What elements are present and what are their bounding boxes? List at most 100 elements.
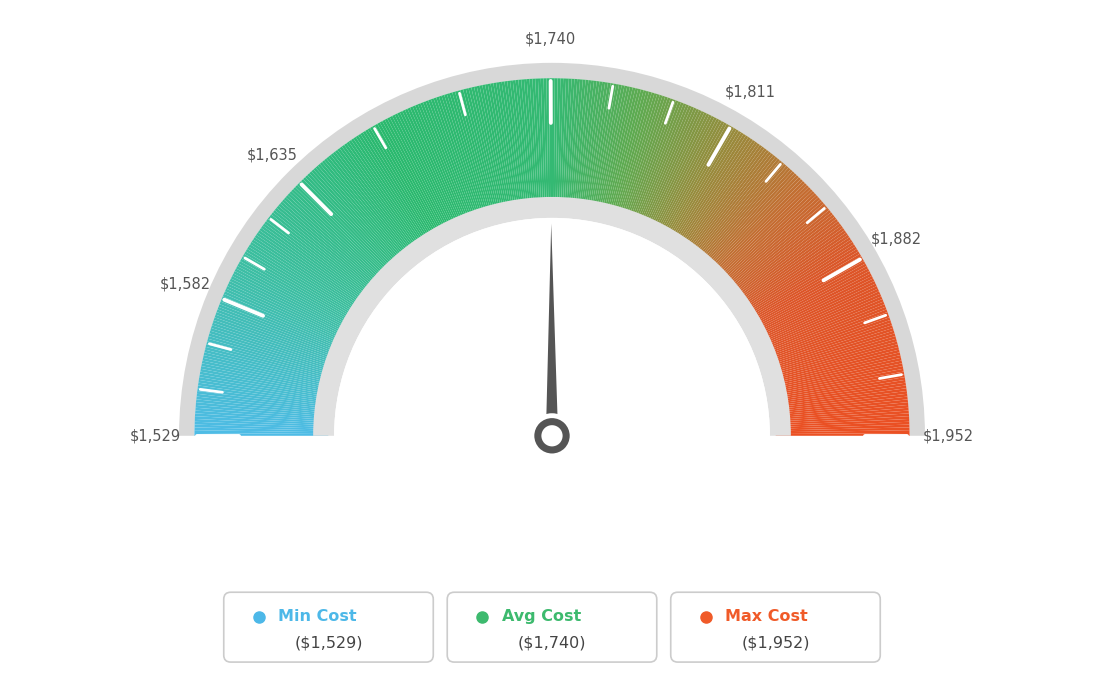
Wedge shape xyxy=(746,259,864,326)
Wedge shape xyxy=(564,79,574,213)
Wedge shape xyxy=(743,251,860,322)
Wedge shape xyxy=(210,331,339,372)
Wedge shape xyxy=(599,86,630,217)
Wedge shape xyxy=(775,424,910,431)
Wedge shape xyxy=(276,206,381,293)
Wedge shape xyxy=(458,90,495,220)
Wedge shape xyxy=(613,92,651,221)
Wedge shape xyxy=(757,297,882,351)
Wedge shape xyxy=(775,422,910,428)
Wedge shape xyxy=(688,152,772,259)
Wedge shape xyxy=(619,95,662,224)
Wedge shape xyxy=(766,336,896,375)
Wedge shape xyxy=(670,132,744,247)
Wedge shape xyxy=(752,276,873,337)
Circle shape xyxy=(541,425,563,446)
Text: ($1,952): ($1,952) xyxy=(741,635,809,650)
Wedge shape xyxy=(496,82,519,215)
Wedge shape xyxy=(243,254,360,324)
Wedge shape xyxy=(316,166,405,268)
Wedge shape xyxy=(775,408,909,420)
Wedge shape xyxy=(266,219,374,302)
Wedge shape xyxy=(571,79,585,213)
Wedge shape xyxy=(734,228,845,307)
Wedge shape xyxy=(609,90,646,220)
Wedge shape xyxy=(768,344,899,380)
Wedge shape xyxy=(209,333,338,373)
Wedge shape xyxy=(384,119,449,238)
Wedge shape xyxy=(543,78,549,213)
Wedge shape xyxy=(660,122,726,241)
Wedge shape xyxy=(743,249,858,321)
Wedge shape xyxy=(307,173,401,273)
Wedge shape xyxy=(211,325,339,368)
Wedge shape xyxy=(749,266,868,331)
Wedge shape xyxy=(426,100,475,227)
Wedge shape xyxy=(679,141,757,253)
Wedge shape xyxy=(231,276,352,337)
Wedge shape xyxy=(194,419,329,427)
Wedge shape xyxy=(442,95,485,224)
Wedge shape xyxy=(521,79,534,213)
Wedge shape xyxy=(349,140,426,252)
Wedge shape xyxy=(757,294,881,348)
Wedge shape xyxy=(761,309,888,358)
Wedge shape xyxy=(322,160,410,265)
Wedge shape xyxy=(678,140,755,252)
Wedge shape xyxy=(708,179,803,277)
Wedge shape xyxy=(195,405,329,418)
Wedge shape xyxy=(194,416,329,425)
Wedge shape xyxy=(736,235,849,312)
Wedge shape xyxy=(471,87,503,218)
Wedge shape xyxy=(195,408,329,420)
Text: $1,952: $1,952 xyxy=(923,428,974,443)
Wedge shape xyxy=(230,279,351,339)
Wedge shape xyxy=(219,304,344,355)
Wedge shape xyxy=(587,83,611,215)
Wedge shape xyxy=(301,179,396,277)
Wedge shape xyxy=(541,78,546,213)
Wedge shape xyxy=(775,411,909,422)
Wedge shape xyxy=(604,88,638,219)
Wedge shape xyxy=(580,81,599,215)
Wedge shape xyxy=(774,400,907,415)
Wedge shape xyxy=(767,342,898,379)
Wedge shape xyxy=(215,312,342,360)
Polygon shape xyxy=(545,224,559,453)
Wedge shape xyxy=(199,374,332,399)
Wedge shape xyxy=(390,116,453,237)
Wedge shape xyxy=(328,155,414,262)
Wedge shape xyxy=(657,120,722,239)
Wedge shape xyxy=(237,264,357,330)
Wedge shape xyxy=(198,383,331,404)
Wedge shape xyxy=(242,256,359,325)
Wedge shape xyxy=(629,100,678,227)
Wedge shape xyxy=(575,80,592,214)
Wedge shape xyxy=(222,297,347,351)
Wedge shape xyxy=(769,353,901,385)
Wedge shape xyxy=(611,91,649,221)
Wedge shape xyxy=(413,106,467,230)
Wedge shape xyxy=(712,187,810,282)
Wedge shape xyxy=(771,358,902,388)
Wedge shape xyxy=(711,185,809,280)
Wedge shape xyxy=(197,400,330,415)
Wedge shape xyxy=(775,430,910,434)
Wedge shape xyxy=(771,361,902,391)
Wedge shape xyxy=(726,213,832,297)
Wedge shape xyxy=(665,126,734,244)
Wedge shape xyxy=(720,199,822,289)
Wedge shape xyxy=(643,109,699,232)
Wedge shape xyxy=(633,102,683,228)
Wedge shape xyxy=(220,302,344,353)
Wedge shape xyxy=(667,130,739,245)
Wedge shape xyxy=(740,241,853,316)
Wedge shape xyxy=(603,88,636,219)
Wedge shape xyxy=(713,189,813,283)
Wedge shape xyxy=(468,88,501,219)
Wedge shape xyxy=(567,79,580,213)
Wedge shape xyxy=(194,427,329,432)
Wedge shape xyxy=(355,135,431,249)
Wedge shape xyxy=(756,291,880,347)
Wedge shape xyxy=(335,150,417,258)
